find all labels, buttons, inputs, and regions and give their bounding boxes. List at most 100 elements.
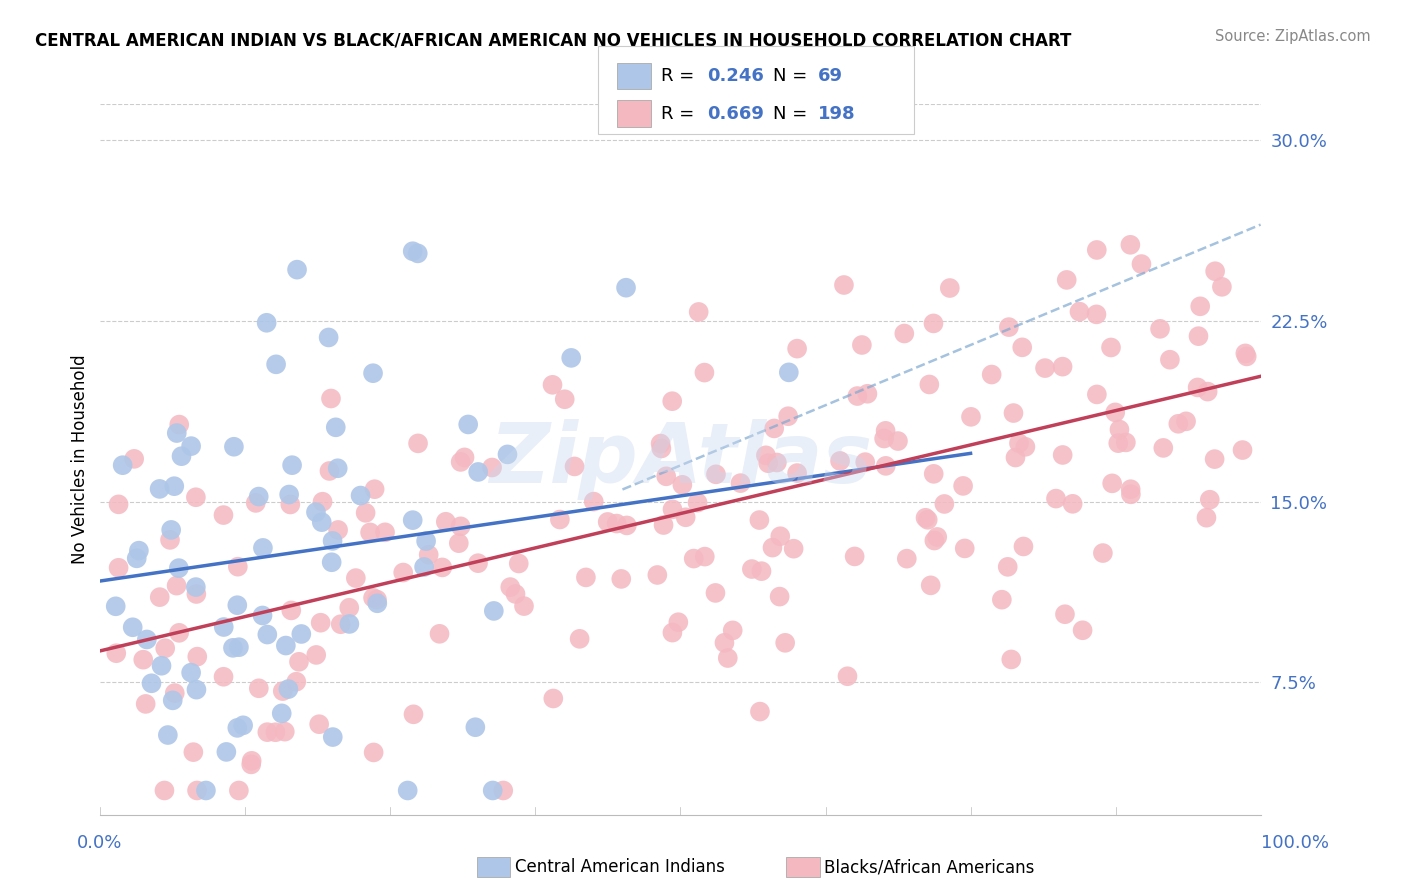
Point bbox=[1056, 273, 1078, 287]
Point bbox=[773, 636, 796, 650]
Point bbox=[1204, 264, 1226, 278]
Point bbox=[1130, 257, 1153, 271]
Point bbox=[418, 548, 440, 562]
Point bbox=[277, 682, 299, 697]
Point bbox=[1108, 423, 1130, 437]
Point bbox=[853, 455, 876, 469]
Point bbox=[661, 625, 683, 640]
Point bbox=[1198, 492, 1220, 507]
Point bbox=[240, 757, 263, 772]
Point bbox=[107, 561, 129, 575]
Point bbox=[610, 572, 633, 586]
Point bbox=[252, 608, 274, 623]
Point bbox=[183, 745, 205, 759]
Point bbox=[215, 745, 238, 759]
Point bbox=[125, 551, 148, 566]
Point bbox=[960, 409, 983, 424]
Point bbox=[163, 479, 186, 493]
Point bbox=[614, 281, 637, 295]
Point bbox=[285, 674, 308, 689]
Text: 198: 198 bbox=[818, 104, 856, 122]
Point bbox=[575, 570, 598, 584]
Point bbox=[402, 244, 425, 259]
Point bbox=[322, 533, 344, 548]
Point bbox=[366, 592, 388, 607]
Point bbox=[1211, 280, 1233, 294]
Point bbox=[354, 506, 377, 520]
Point bbox=[1012, 540, 1035, 554]
Point bbox=[359, 525, 381, 540]
Point bbox=[247, 490, 270, 504]
Point bbox=[508, 557, 530, 571]
Point bbox=[107, 497, 129, 511]
Point bbox=[755, 448, 778, 462]
Text: Source: ZipAtlas.com: Source: ZipAtlas.com bbox=[1215, 29, 1371, 44]
Point bbox=[264, 725, 287, 739]
Point bbox=[285, 262, 308, 277]
Point bbox=[167, 417, 190, 432]
Point bbox=[998, 320, 1021, 334]
Point bbox=[997, 559, 1019, 574]
Point bbox=[150, 658, 173, 673]
Point bbox=[1052, 359, 1074, 374]
Point bbox=[1189, 299, 1212, 313]
Point bbox=[492, 783, 515, 797]
Point bbox=[851, 338, 873, 352]
Point bbox=[763, 421, 786, 435]
Point bbox=[429, 627, 451, 641]
Point bbox=[693, 366, 716, 380]
Point bbox=[311, 494, 333, 508]
Point bbox=[1099, 341, 1122, 355]
Point bbox=[893, 326, 915, 341]
Point bbox=[606, 516, 628, 531]
Point bbox=[761, 541, 783, 555]
Point bbox=[321, 555, 343, 569]
Point bbox=[873, 432, 896, 446]
Point bbox=[686, 495, 709, 509]
Point bbox=[278, 487, 301, 501]
Point bbox=[159, 533, 181, 547]
Point bbox=[828, 454, 851, 468]
Point bbox=[713, 636, 735, 650]
Point bbox=[650, 442, 672, 456]
Point bbox=[582, 494, 605, 508]
Point bbox=[721, 624, 744, 638]
Point bbox=[1002, 406, 1025, 420]
Point bbox=[167, 561, 190, 575]
Point bbox=[170, 449, 193, 463]
Point bbox=[329, 617, 352, 632]
Point bbox=[650, 436, 672, 450]
Point bbox=[766, 456, 789, 470]
Point bbox=[1014, 440, 1036, 454]
Point bbox=[717, 651, 740, 665]
Point bbox=[413, 560, 436, 574]
Point bbox=[756, 456, 779, 470]
Point bbox=[166, 579, 188, 593]
Point bbox=[666, 615, 689, 630]
Point bbox=[1033, 361, 1056, 376]
Point bbox=[920, 578, 942, 592]
Point bbox=[457, 417, 479, 432]
Point bbox=[167, 625, 190, 640]
Point bbox=[111, 458, 134, 473]
Point bbox=[305, 648, 328, 662]
Point bbox=[194, 783, 217, 797]
Point bbox=[186, 682, 208, 697]
Point bbox=[856, 386, 879, 401]
Point bbox=[917, 513, 939, 527]
Point bbox=[596, 515, 619, 529]
Point bbox=[212, 670, 235, 684]
Point bbox=[1187, 380, 1209, 394]
Point bbox=[322, 730, 344, 744]
Point bbox=[704, 586, 727, 600]
Point bbox=[132, 653, 155, 667]
Point bbox=[226, 559, 249, 574]
Point bbox=[104, 599, 127, 614]
Point bbox=[166, 425, 188, 440]
Point bbox=[693, 549, 716, 564]
Point bbox=[162, 693, 184, 707]
Point bbox=[1071, 624, 1094, 638]
Point bbox=[1187, 329, 1209, 343]
Point bbox=[149, 590, 172, 604]
Point bbox=[163, 686, 186, 700]
